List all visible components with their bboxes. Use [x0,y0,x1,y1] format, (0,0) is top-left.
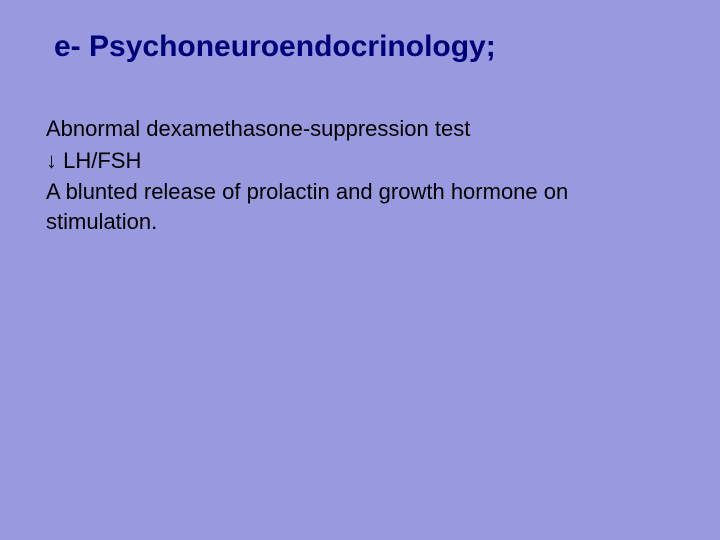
slide: e- Psychoneuroendocrinology; Abnormal de… [0,0,720,540]
body-line-1: Abnormal dexamethasone-suppression test [46,114,680,144]
slide-body: Abnormal dexamethasone-suppression test … [46,114,680,237]
body-line-3: A blunted release of prolactin and growt… [46,177,680,236]
body-line-2: ↓ LH/FSH [46,146,680,176]
slide-title: e- Psychoneuroendocrinology; [54,30,680,64]
